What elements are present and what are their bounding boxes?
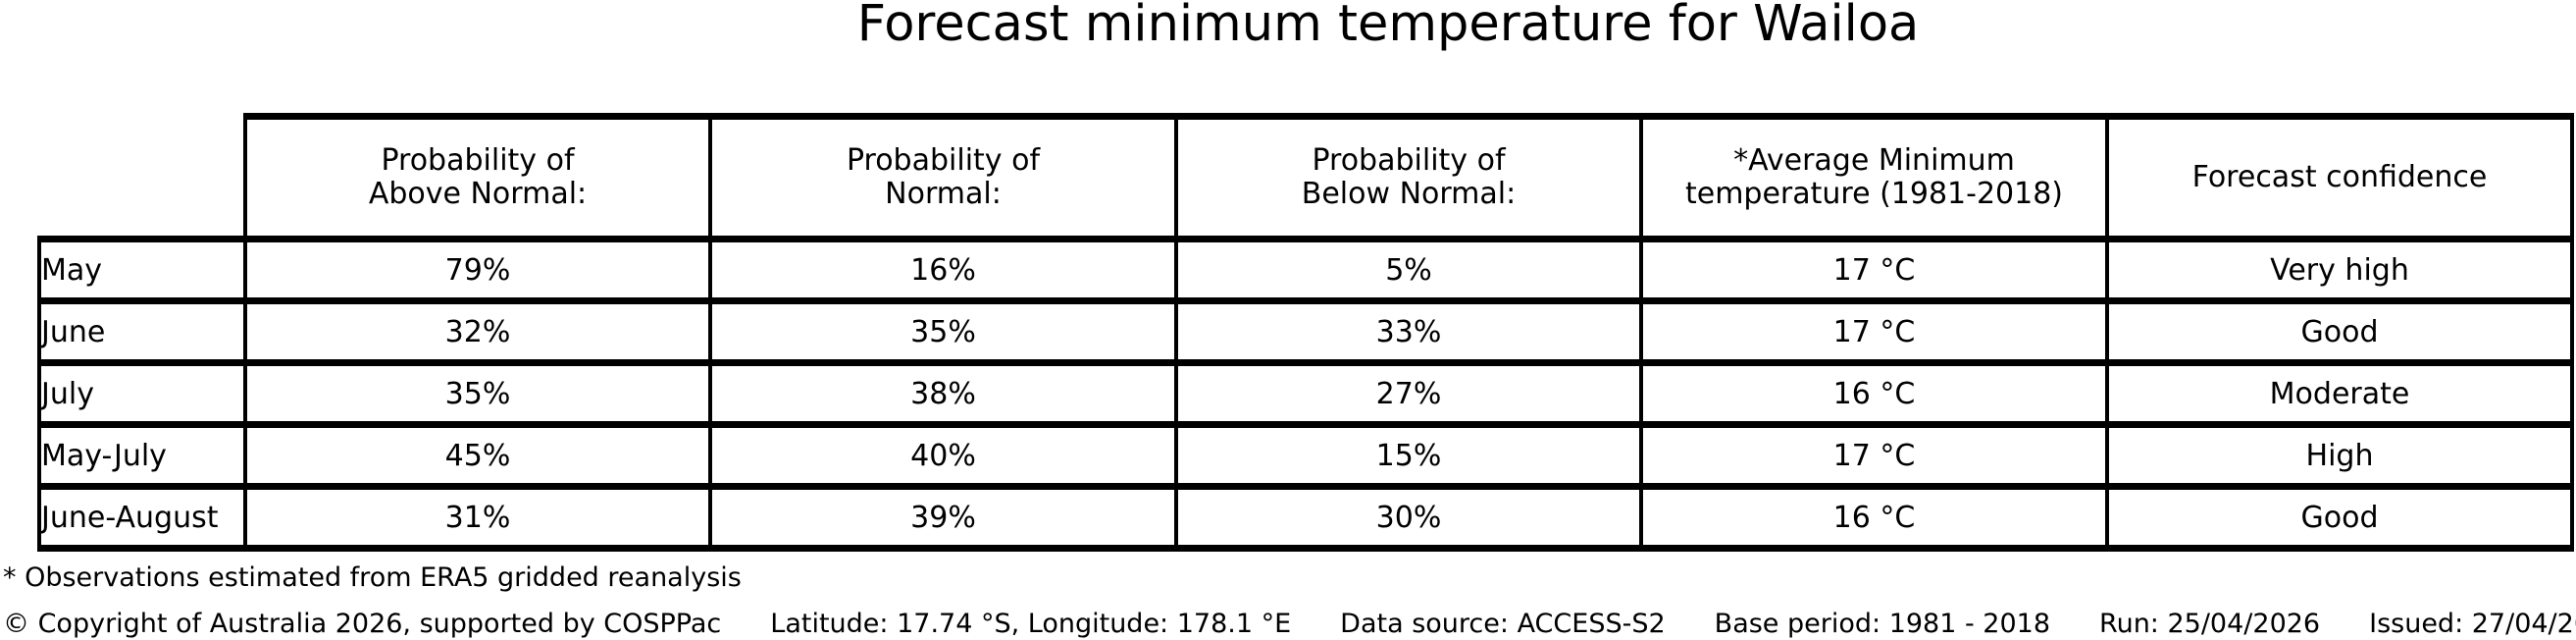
- column-header-above-normal: Probability of Above Normal:: [243, 113, 712, 242]
- header-line: Probability of: [381, 143, 575, 179]
- table-row-july: July 35% 38% 27% 16 °C Moderate: [37, 359, 2574, 428]
- table-cell: 39%: [708, 483, 1178, 552]
- header-line: Probability of: [846, 143, 1041, 179]
- table-cell: 33%: [1174, 297, 1643, 366]
- footer-base-period: Base period: 1981 - 2018: [1714, 609, 2051, 639]
- table-cell: 5%: [1174, 236, 1643, 304]
- table-cell: 31%: [243, 483, 712, 552]
- table-row-may: May 79% 16% 5% 17 °C Very high: [37, 236, 2574, 304]
- header-line: Forecast confidence: [2191, 160, 2488, 195]
- table-cell: 45%: [243, 421, 712, 490]
- table-cell: 17 °C: [1639, 297, 2109, 366]
- header-line: Normal:: [885, 177, 1002, 211]
- table-cell: 16 °C: [1639, 483, 2109, 552]
- table-cell: 32%: [243, 297, 712, 366]
- table-row-june-august: June-August 31% 39% 30% 16 °C Good: [37, 483, 2574, 552]
- table-cell: 17 °C: [1639, 236, 2109, 304]
- table-cell: 35%: [243, 359, 712, 428]
- row-label: July: [37, 359, 247, 428]
- column-header-forecast-confidence: Forecast confidence: [2105, 113, 2574, 242]
- table-cell: Good: [2105, 297, 2574, 366]
- header-line: temperature (1981-2018): [1684, 177, 2064, 211]
- header-line: *Average Minimum: [1733, 143, 2015, 179]
- observations-footnote: * Observations estimated from ERA5 gridd…: [3, 562, 742, 593]
- table-cell: 38%: [708, 359, 1178, 428]
- footer-bar: © Copyright of Australia 2026, supported…: [3, 609, 2576, 639]
- table-cell: Very high: [2105, 236, 2574, 304]
- footer-issued-date: Issued: 27/04/2026: [2369, 609, 2576, 639]
- page-title: Forecast minimum temperature for Wailoa: [856, 0, 1920, 53]
- forecast-table: Probability of Above Normal: Probability…: [37, 113, 2574, 552]
- footer-location: Latitude: 17.74 °S, Longitude: 178.1 °E: [770, 609, 1292, 639]
- table-cell: 40%: [708, 421, 1178, 490]
- table-cell: 79%: [243, 236, 712, 304]
- row-label: May: [37, 236, 247, 304]
- table-cell: High: [2105, 421, 2574, 490]
- table-cell: 35%: [708, 297, 1178, 366]
- header-line: Probability of: [1312, 143, 1506, 179]
- footer-data-source: Data source: ACCESS-S2: [1340, 609, 1666, 639]
- table-cell: Moderate: [2105, 359, 2574, 428]
- table-row-may-july: May-July 45% 40% 15% 17 °C High: [37, 421, 2574, 490]
- row-label: May-July: [37, 421, 247, 490]
- table-cell: 16%: [708, 236, 1178, 304]
- column-header-below-normal: Probability of Below Normal:: [1174, 113, 1643, 242]
- table-cell: 30%: [1174, 483, 1643, 552]
- table-cell: 17 °C: [1639, 421, 2109, 490]
- header-line: Above Normal:: [368, 177, 588, 211]
- column-header-normal: Probability of Normal:: [708, 113, 1178, 242]
- table-cell: 27%: [1174, 359, 1643, 428]
- table-cell: Good: [2105, 483, 2574, 552]
- row-label: June-August: [37, 483, 247, 552]
- blank-corner-cell: [39, 117, 245, 240]
- footer-run-date: Run: 25/04/2026: [2099, 609, 2321, 639]
- table-cell: 16 °C: [1639, 359, 2109, 428]
- column-header-average-minimum-temperature: *Average Minimum temperature (1981-2018): [1639, 113, 2109, 242]
- table-row-june: June 32% 35% 33% 17 °C Good: [37, 297, 2574, 366]
- row-label: June: [37, 297, 247, 366]
- table-cell: 15%: [1174, 421, 1643, 490]
- table-header-row: Probability of Above Normal: Probability…: [39, 113, 2574, 242]
- copyright-text: © Copyright of Australia 2026, supported…: [3, 609, 722, 639]
- header-line: Below Normal:: [1301, 177, 1517, 211]
